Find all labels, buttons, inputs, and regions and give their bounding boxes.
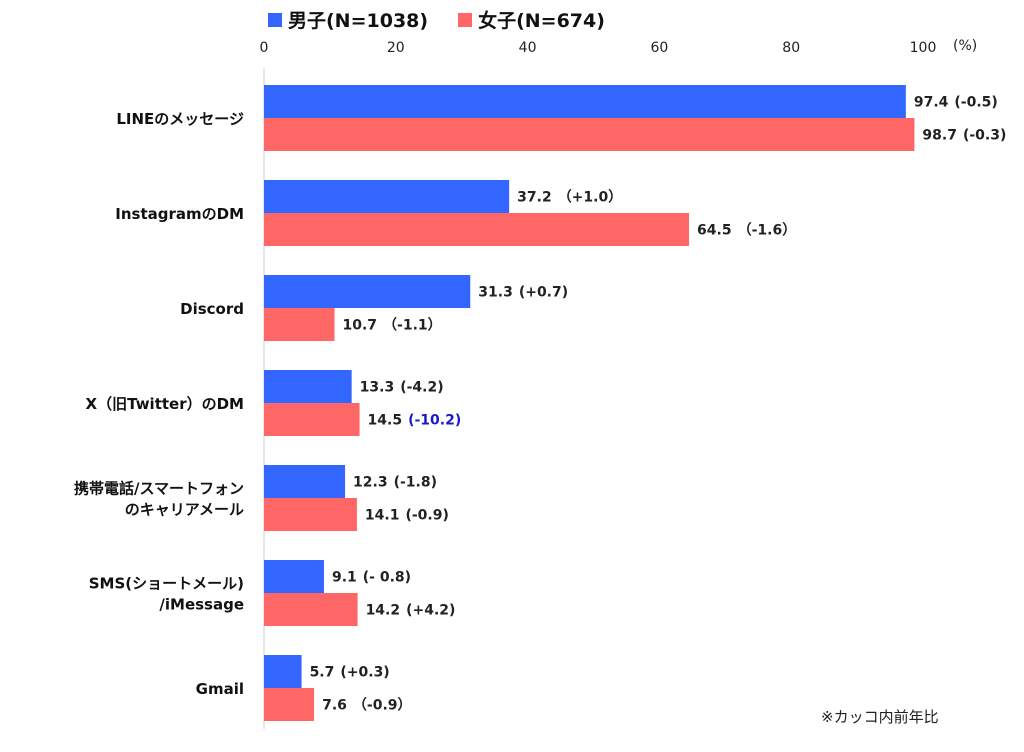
data-label: 31.3 xyxy=(478,285,513,301)
data-label: 14.5 xyxy=(368,413,403,429)
change-label: (-0.3) xyxy=(963,128,1006,144)
category-label: のキャリアメール xyxy=(125,501,244,519)
data-label: 10.7 xyxy=(343,318,378,334)
x-tick-label: 100 xyxy=(910,40,937,56)
data-label: 98.7 xyxy=(922,128,957,144)
change-label: (+0.7) xyxy=(519,285,568,301)
data-label: 14.1 xyxy=(365,508,400,524)
change-label: (-4.2) xyxy=(400,380,443,396)
category-label: /iMessage xyxy=(159,596,244,614)
data-label: 12.3 xyxy=(353,475,388,491)
category-label: Discord xyxy=(180,300,244,318)
category-label: InstagramのDM xyxy=(115,205,244,223)
change-label: (-0.9) xyxy=(405,508,448,524)
footnote: ※カッコ内前年比 xyxy=(821,708,939,726)
x-tick-label: 0 xyxy=(260,40,269,56)
data-label: 13.3 xyxy=(360,380,395,396)
legend-label-female: 女子(N=674) xyxy=(478,10,605,32)
legend: 男子(N=1038) 女子(N=674) xyxy=(268,6,605,33)
category-label: X（旧Twitter）のDM xyxy=(86,395,244,413)
change-label: (+0.3) xyxy=(340,665,389,681)
legend-item-male: 男子(N=1038) xyxy=(268,6,428,33)
bar-male xyxy=(264,275,471,308)
unit-label: (%) xyxy=(953,38,977,54)
legend-swatch-female xyxy=(458,12,473,27)
bar-male xyxy=(264,85,906,118)
data-label: 7.6 xyxy=(322,698,347,714)
category-label: LINEのメッセージ xyxy=(116,110,244,128)
bar-female xyxy=(264,213,690,246)
change-label: (- 0.8) xyxy=(363,570,411,586)
bar-male xyxy=(264,180,510,213)
bar-female xyxy=(264,593,358,626)
category-label: 携帯電話/スマートフォン xyxy=(74,480,244,498)
data-label: 37.2 xyxy=(517,190,552,206)
change-label: （-1.6） xyxy=(738,223,797,239)
change-label: (-10.2) xyxy=(408,413,461,429)
bar-female xyxy=(264,308,335,341)
change-label: （-1.1） xyxy=(383,318,442,334)
legend-swatch-male xyxy=(268,12,282,27)
bar-male xyxy=(264,465,346,498)
change-label: (+4.2) xyxy=(406,603,455,619)
bar-female xyxy=(264,498,357,531)
bar-female xyxy=(264,403,360,436)
bar-female xyxy=(264,118,915,151)
change-label: (-1.8) xyxy=(394,475,437,491)
data-label: 9.1 xyxy=(332,570,357,586)
bar-male xyxy=(264,655,302,688)
data-label: 5.7 xyxy=(310,665,335,681)
change-label: （+1.0） xyxy=(558,190,623,206)
bar-male xyxy=(264,560,324,593)
legend-item-female: 女子(N=674) xyxy=(458,6,605,33)
change-label: （-0.9） xyxy=(353,698,412,714)
data-label: 64.5 xyxy=(697,223,732,239)
data-label: 14.2 xyxy=(366,603,401,619)
x-tick-label: 40 xyxy=(519,40,537,56)
data-label: 97.4 xyxy=(914,95,949,111)
legend-label-male: 男子(N=1038) xyxy=(288,10,429,32)
x-tick-label: 80 xyxy=(782,40,800,56)
category-label: SMS(ショートメール) xyxy=(89,575,244,593)
bar-male xyxy=(264,370,352,403)
bar-female xyxy=(264,688,315,721)
change-label: (-0.5) xyxy=(954,95,997,111)
x-tick-label: 60 xyxy=(650,40,668,56)
x-tick-label: 20 xyxy=(387,40,405,56)
category-label: Gmail xyxy=(196,680,244,698)
